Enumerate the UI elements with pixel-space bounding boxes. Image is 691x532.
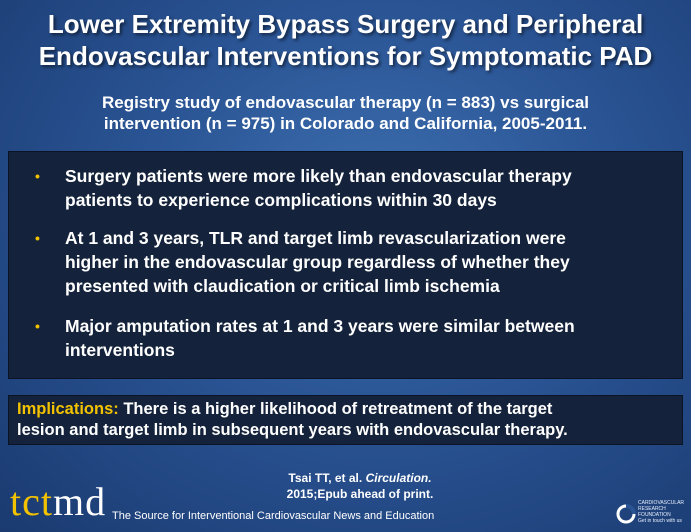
implications-line-1: Implications: There is a higher likeliho…	[17, 399, 674, 420]
crf-line-3: FOUNDATION	[638, 512, 671, 518]
title-line-2: Endovascular Interventions for Symptomat…	[38, 41, 653, 71]
logo-md: md	[52, 479, 107, 524]
citation-journal: Circulation.	[365, 471, 432, 485]
tctmd-logo[interactable]: tctmd	[10, 480, 106, 524]
subtitle-line-2: intervention (n = 975) in Colorado and C…	[103, 114, 588, 133]
bullet-line: Surgery patients were more likely than e…	[65, 166, 572, 186]
bullet-line: At 1 and 3 years, TLR and target limb re…	[65, 228, 566, 248]
subtitle-line-1: Registry study of endovascular therapy (…	[101, 93, 590, 112]
bullet-item: • Major amputation rates at 1 and 3 year…	[35, 314, 675, 362]
title-line-1: Lower Extremity Bypass Surgery and Perip…	[47, 9, 644, 39]
citation-line-1: Tsai TT, et al. Circulation.	[230, 470, 490, 486]
crf-emblem-icon	[616, 504, 636, 524]
citation-authors: Tsai TT, et al.	[288, 471, 366, 485]
citation-line-2: 2015;Epub ahead of print.	[286, 487, 434, 501]
bullet-item: • Surgery patients were more likely than…	[35, 164, 675, 212]
bullet-line: patients to experience complications wit…	[65, 190, 497, 210]
implications-label: Implications:	[17, 400, 119, 418]
bullet-icon: •	[35, 230, 40, 246]
implications-text-1: There is a higher likelihood of retreatm…	[118, 400, 553, 418]
bullet-icon: •	[35, 318, 40, 334]
bullet-line: Major amputation rates at 1 and 3 years …	[65, 316, 575, 336]
logo-tct: tct	[10, 479, 53, 524]
footer-tagline: The Source for Interventional Cardiovasc…	[112, 510, 435, 522]
implications-box: Implications: There is a higher likeliho…	[8, 395, 683, 445]
findings-panel: • Surgery patients were more likely than…	[8, 151, 683, 379]
slide-title: Lower Extremity Bypass Surgery and Perip…	[0, 8, 691, 72]
crf-line-4: Get in touch with us	[638, 518, 682, 524]
crf-line-2: RESEARCH	[638, 506, 666, 512]
crf-logo[interactable]: CARDIOVASCULAR RESEARCH FOUNDATION Get i…	[616, 494, 686, 528]
citation: Tsai TT, et al. Circulation. 2015;Epub a…	[230, 470, 490, 502]
bullet-item: • At 1 and 3 years, TLR and target limb …	[35, 226, 675, 298]
crf-line-1: CARDIOVASCULAR	[638, 500, 685, 506]
bullet-icon: •	[35, 168, 40, 184]
bullet-line: presented with claudication or critical …	[65, 276, 500, 296]
slide-subtitle: Registry study of endovascular therapy (…	[40, 92, 651, 134]
implications-text-2: lesion and target limb in subsequent yea…	[17, 421, 568, 439]
bullet-line: higher in the endovascular group regardl…	[65, 252, 570, 272]
bullet-line: interventions	[65, 340, 175, 360]
